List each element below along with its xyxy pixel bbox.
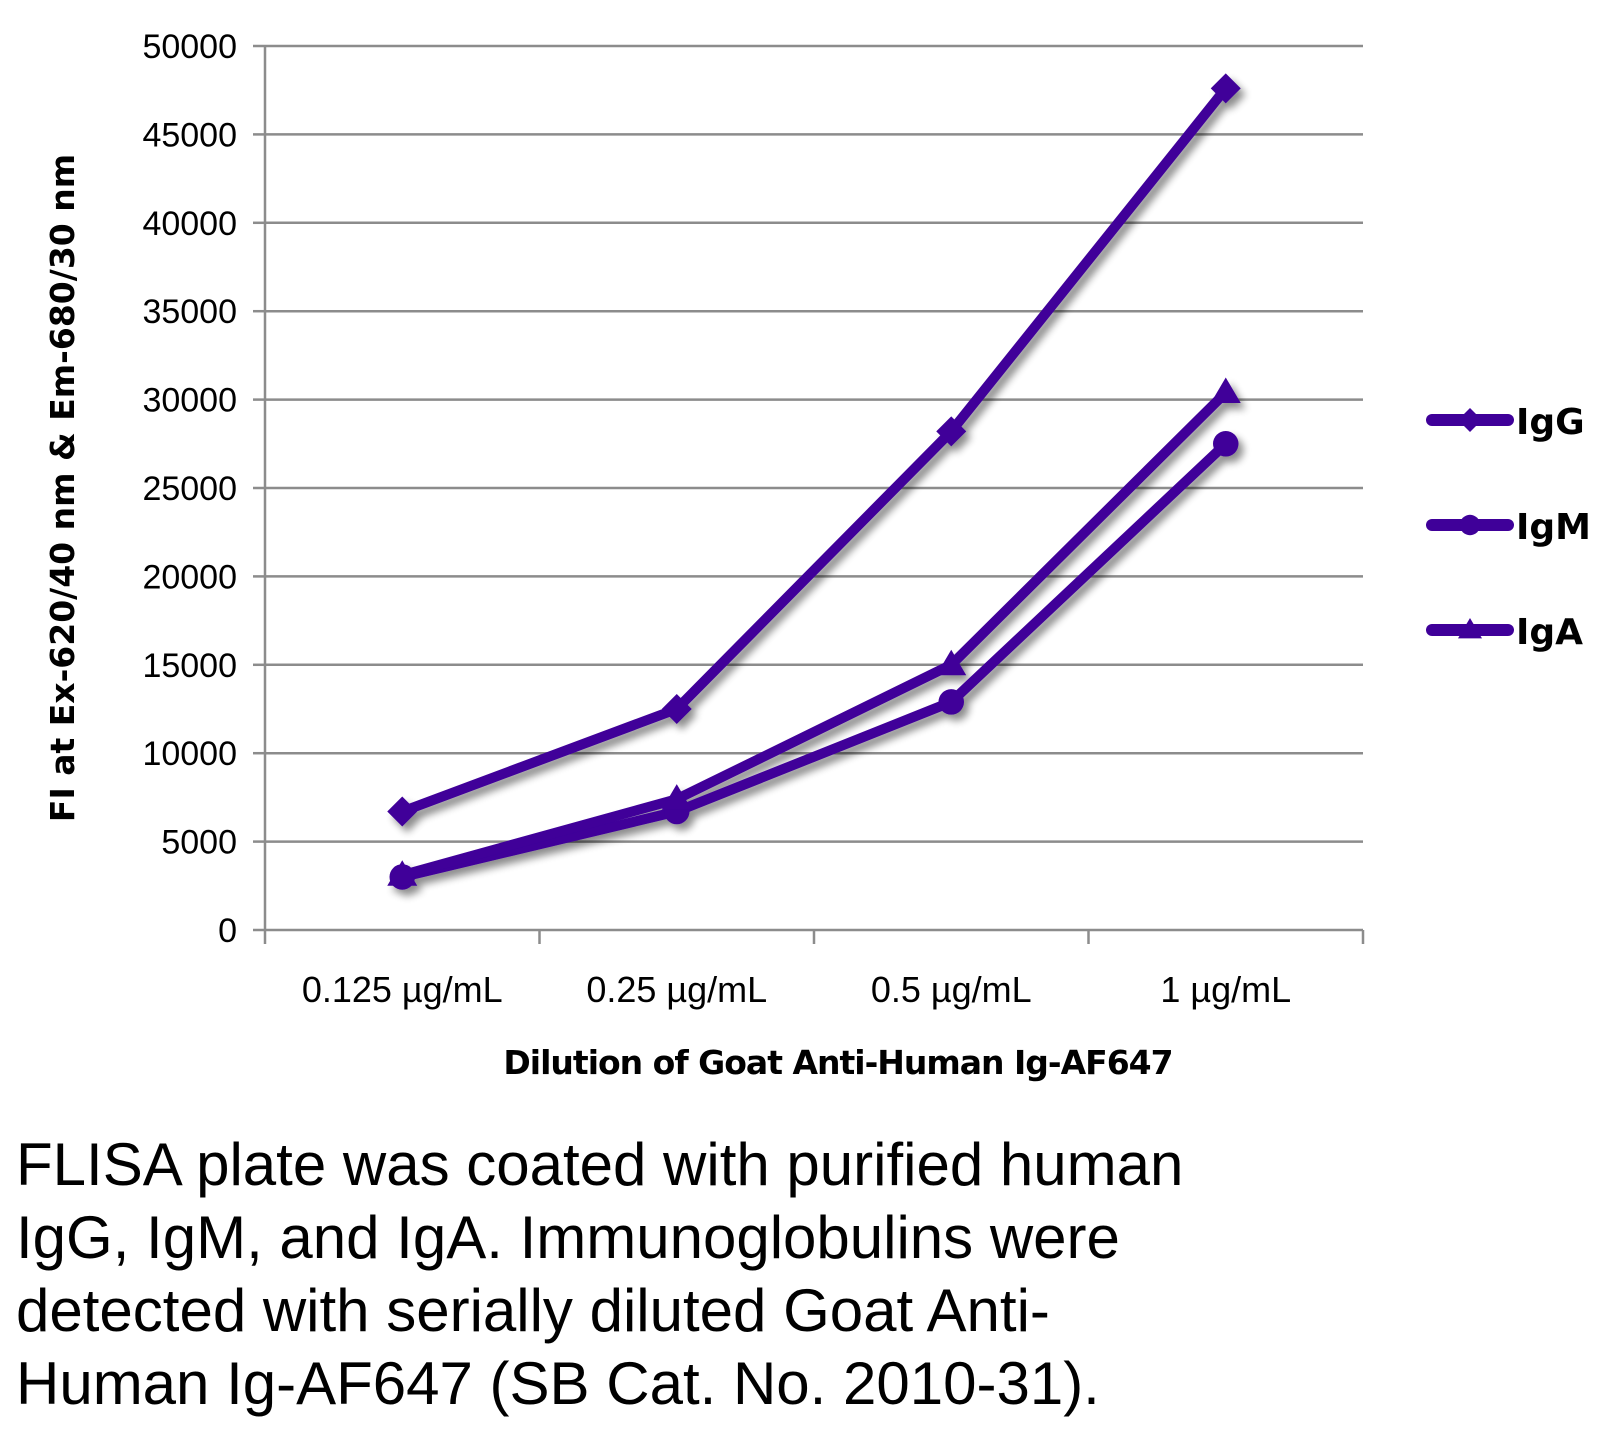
circle-marker [1459, 514, 1481, 536]
x-tick-label: 1 µg/mL [1160, 969, 1291, 1010]
x-tick-label: 0.125 µg/mL [302, 969, 503, 1010]
series-line [400, 85, 1230, 817]
caption-line: Human Ig-AF647 (SB Cat. No. 2010-31). [16, 1350, 1100, 1417]
y-tick-label: 25000 [142, 470, 237, 508]
triangle-marker [661, 784, 692, 810]
diamond-marker [661, 694, 692, 724]
y-tick-label: 0 [218, 912, 237, 950]
caption-line: detected with serially diluted Goat Anti… [16, 1277, 1050, 1344]
legend-item-iga: IgA [1426, 612, 1583, 653]
series-line [401, 440, 1230, 882]
legend-label: IgA [1516, 612, 1583, 653]
legend-item-igg: IgG [1426, 402, 1585, 443]
y-tick-label: 40000 [142, 205, 237, 243]
y-tick-label: 30000 [142, 382, 237, 420]
circle-marker [938, 689, 964, 715]
triangle-marker [1458, 618, 1482, 639]
circle-marker [1213, 431, 1239, 457]
series-iga [387, 377, 1241, 886]
y-tick-label: 10000 [142, 735, 237, 773]
diamond-marker [936, 416, 967, 447]
y-tick-label: 45000 [142, 116, 237, 154]
caption-line: FLISA plate was coated with purified hum… [16, 1131, 1184, 1198]
series-line [400, 388, 1230, 881]
y-tick-label: 5000 [161, 824, 237, 862]
legend-label: IgM [1516, 507, 1591, 548]
y-tick-label: 35000 [142, 293, 237, 331]
y-axis-label: FI at Ex-620/40 nm & Em-680/30 nm [43, 154, 82, 822]
diamond-marker [1458, 408, 1482, 432]
line-chart: 0 5000 10000 15000 20000 25000 30000 35000 40000… [43, 28, 1591, 1082]
triangle-marker [936, 649, 967, 676]
caption-line: IgG, IgM, and IgA. Immunoglobulins were [16, 1204, 1120, 1271]
legend-label: IgG [1516, 402, 1585, 443]
x-axis-label: Dilution of Goat Anti-Human Ig-AF647 [503, 1043, 1172, 1082]
triangle-marker [1210, 377, 1241, 404]
diamond-marker [1210, 73, 1241, 104]
legend-item-igm: IgM [1426, 507, 1591, 548]
y-tick-label: 20000 [142, 558, 237, 596]
y-tick-label: 50000 [142, 28, 237, 66]
x-tick-label: 0.25 µg/mL [586, 969, 767, 1010]
triangle-marker [387, 860, 418, 886]
series-igg [387, 73, 1241, 827]
figure-caption: FLISA plate was coated with purified hum… [16, 1128, 1576, 1420]
diamond-marker [387, 796, 418, 827]
x-tick-label: 0.5 µg/mL [871, 969, 1032, 1010]
y-tick-label: 15000 [142, 647, 237, 685]
